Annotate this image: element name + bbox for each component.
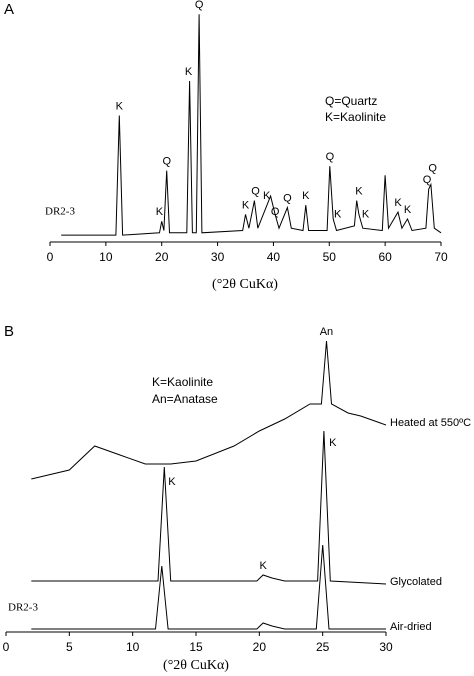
x-tick-label: 60: [378, 250, 392, 264]
peak-label: K: [168, 476, 176, 488]
x-tick-label: 30: [211, 250, 225, 264]
peak-label: K: [404, 204, 412, 216]
peak-label: K: [259, 560, 267, 572]
peak-label: Q: [283, 192, 292, 204]
peak-label: K: [362, 209, 370, 221]
peak-label: K: [355, 186, 363, 198]
peak-label: Q: [162, 156, 171, 168]
x-tick-label: 5: [66, 640, 73, 654]
xrd-trace: [61, 14, 442, 236]
peak-label: K: [302, 190, 310, 202]
x-tick-label: 0: [47, 250, 54, 264]
legend-text: Q=Quartz: [325, 94, 377, 108]
xrd-trace: [31, 544, 386, 630]
x-tick-label: 15: [189, 640, 203, 654]
sample-label: DR2-3: [45, 206, 75, 218]
panel-label: B: [4, 323, 14, 340]
x-tick-label: 70: [434, 250, 448, 264]
peak-label: Q: [423, 174, 432, 186]
peak-label: Q: [428, 163, 437, 175]
x-axis-label: (°2θ CuKα): [163, 658, 229, 673]
x-tick-label: 20: [155, 250, 169, 264]
x-tick-label: 10: [126, 640, 140, 654]
legend-text: K=Kaolinite: [325, 110, 386, 124]
sample-label: DR2-3: [8, 602, 38, 614]
x-tick-label: 40: [267, 250, 281, 264]
peak-label: Q: [271, 206, 280, 218]
peak-label: Q: [195, 0, 204, 11]
x-tick-label: 30: [379, 640, 393, 654]
peak-label: K: [156, 206, 164, 218]
peak-label: K: [185, 66, 193, 78]
x-tick-label: 50: [323, 250, 337, 264]
x-tick-label: 10: [99, 250, 113, 264]
peak-label: K: [263, 190, 271, 202]
x-tick-label: 0: [3, 640, 10, 654]
legend-text: An=Anatase: [152, 392, 218, 406]
peak-label: Q: [326, 151, 335, 163]
legend-text: K=Kaolinite: [152, 375, 213, 389]
xrd-trace: [31, 340, 387, 480]
peak-label: Q: [251, 186, 260, 198]
panel-label: A: [4, 1, 14, 18]
x-tick-label: 20: [253, 640, 267, 654]
x-tick-label: 25: [316, 640, 330, 654]
xrd-trace: [31, 430, 387, 585]
peak-label: K: [242, 199, 250, 211]
peak-label: An: [320, 326, 333, 338]
peak-label: K: [334, 209, 342, 221]
series-label: Air-dried: [390, 621, 432, 633]
peak-label: K: [394, 197, 402, 209]
peak-label: K: [116, 100, 124, 112]
x-axis-label: (°2θ CuKα): [212, 277, 278, 292]
peak-label: K: [329, 437, 337, 449]
series-label: Heated at 550ºC: [390, 417, 471, 429]
series-label: Glycolated: [390, 576, 442, 588]
